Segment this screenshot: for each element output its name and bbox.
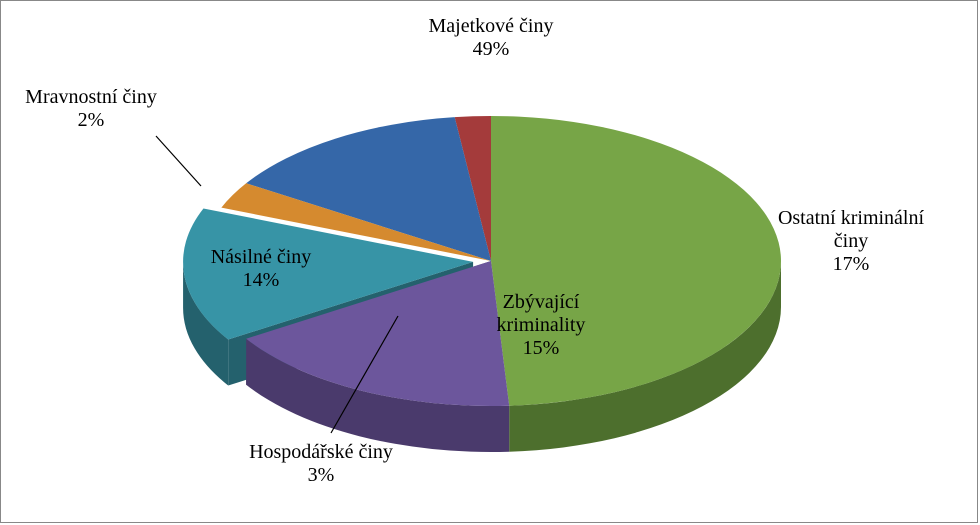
slice-label: Majetkové činy49% bbox=[391, 15, 591, 61]
slice-label-percent: 3% bbox=[308, 464, 335, 486]
slice-label: Mravnostní činy2% bbox=[0, 86, 191, 132]
slice-label-text: Majetkové činy bbox=[429, 15, 554, 37]
slice-label-text: Hospodářské činy bbox=[249, 441, 393, 463]
slice-label-percent: 15% bbox=[441, 337, 641, 360]
slice-label-text: Mravnostní činy bbox=[25, 86, 157, 108]
slice-label-text: Násilné činy bbox=[211, 246, 312, 268]
slice-label: Zbývajícíkriminality15% bbox=[441, 291, 641, 360]
chart-frame: Majetkové činy49% Ostatní kriminálníčiny1… bbox=[0, 0, 978, 523]
slice-label-percent: 17% bbox=[751, 253, 951, 276]
slice-label: Hospodářské činy3% bbox=[221, 441, 421, 487]
slice-label: Násilné činy14% bbox=[161, 246, 361, 292]
slice-label-percent: 49% bbox=[473, 38, 510, 60]
slice-label: Ostatní kriminálníčiny17% bbox=[751, 207, 951, 276]
slice-label-percent: 2% bbox=[78, 109, 105, 131]
slice-label-text: Zbývající bbox=[441, 291, 641, 314]
slice-label-percent: 14% bbox=[243, 269, 280, 291]
slice-label-text: Ostatní kriminální bbox=[751, 207, 951, 230]
